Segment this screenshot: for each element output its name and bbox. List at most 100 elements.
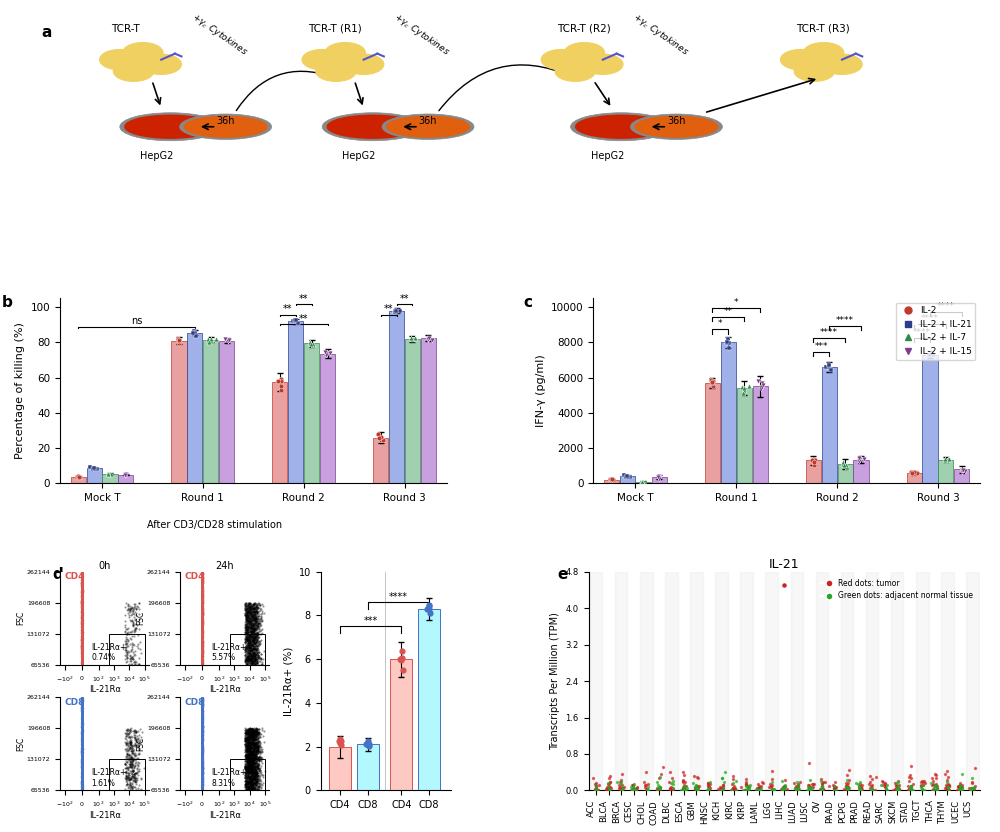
Point	[74, 577, 90, 591]
Point	[74, 694, 90, 707]
Point	[194, 624, 210, 637]
Point	[194, 693, 210, 706]
Point	[74, 588, 90, 602]
Point	[237, 779, 253, 792]
Point	[194, 608, 210, 622]
Point	[74, 739, 90, 752]
Point	[700, 776, 716, 790]
Point	[74, 622, 90, 636]
Point	[194, 572, 210, 586]
Point	[244, 766, 260, 780]
Point	[194, 571, 210, 584]
Point	[74, 635, 90, 648]
Legend: IL-2, IL-2 + IL-21, IL-2 + IL-7, IL-2 + IL-15: IL-2, IL-2 + IL-21, IL-2 + IL-7, IL-2 + …	[896, 303, 975, 359]
Point	[74, 717, 90, 730]
Point	[194, 649, 210, 662]
Point	[195, 720, 211, 733]
Point	[242, 650, 258, 663]
Point	[74, 717, 90, 730]
Point	[194, 784, 210, 797]
Point	[954, 780, 970, 794]
Point	[194, 759, 210, 772]
Point	[74, 748, 90, 761]
Point	[675, 775, 691, 788]
Point	[194, 734, 210, 747]
Point	[194, 721, 210, 735]
Point	[194, 734, 210, 747]
Point	[194, 612, 210, 625]
Point	[243, 726, 259, 740]
Point	[74, 716, 90, 730]
Point	[194, 757, 210, 770]
Point	[194, 615, 210, 628]
Point	[248, 767, 264, 780]
Point	[128, 755, 144, 769]
Point	[254, 614, 270, 627]
Point	[751, 784, 767, 797]
Point	[74, 587, 90, 601]
Point	[74, 635, 90, 648]
Point	[194, 648, 210, 661]
Point	[194, 701, 210, 714]
Point	[240, 724, 256, 737]
Point	[194, 720, 210, 733]
Point	[194, 599, 210, 612]
Point	[194, 617, 210, 630]
Point	[249, 740, 265, 754]
Point	[194, 783, 210, 796]
Point	[74, 577, 90, 591]
Point	[194, 642, 210, 656]
Point	[238, 652, 254, 666]
Point	[74, 570, 90, 583]
Point	[194, 774, 210, 787]
Point	[74, 655, 90, 668]
Point	[194, 641, 210, 655]
Point	[248, 726, 264, 739]
Point	[194, 631, 210, 644]
Point	[74, 745, 90, 759]
Point	[194, 729, 210, 742]
Point	[74, 725, 90, 738]
Point	[74, 758, 90, 771]
Point	[194, 648, 210, 661]
Point	[194, 738, 210, 751]
Point	[74, 701, 90, 714]
Point	[194, 716, 210, 730]
Point	[194, 600, 210, 613]
Point	[74, 605, 90, 618]
Point	[75, 584, 91, 597]
Point	[74, 732, 90, 745]
Point	[776, 780, 792, 794]
Point	[194, 593, 210, 607]
Point	[194, 723, 210, 736]
Point	[74, 711, 90, 724]
Point	[194, 580, 210, 593]
Point	[241, 633, 257, 646]
Point	[194, 594, 210, 607]
Point	[194, 617, 210, 630]
Point	[74, 698, 90, 711]
Point	[74, 707, 90, 721]
Point	[247, 725, 263, 738]
Point	[73, 590, 89, 603]
Point	[194, 750, 210, 763]
Point	[74, 750, 90, 763]
Point	[194, 760, 210, 774]
Point	[74, 772, 90, 785]
Point	[194, 620, 210, 633]
Point	[194, 626, 210, 639]
Point	[194, 696, 210, 709]
Point	[194, 596, 210, 609]
Point	[194, 581, 210, 594]
Point	[194, 620, 210, 633]
Point	[194, 609, 210, 622]
Point	[74, 646, 90, 659]
Point	[245, 635, 261, 648]
Point	[74, 572, 90, 585]
Point	[246, 770, 262, 784]
Point	[194, 584, 210, 597]
Point	[194, 654, 210, 667]
Point	[741, 780, 757, 793]
Point	[74, 693, 90, 706]
Point	[194, 602, 210, 616]
